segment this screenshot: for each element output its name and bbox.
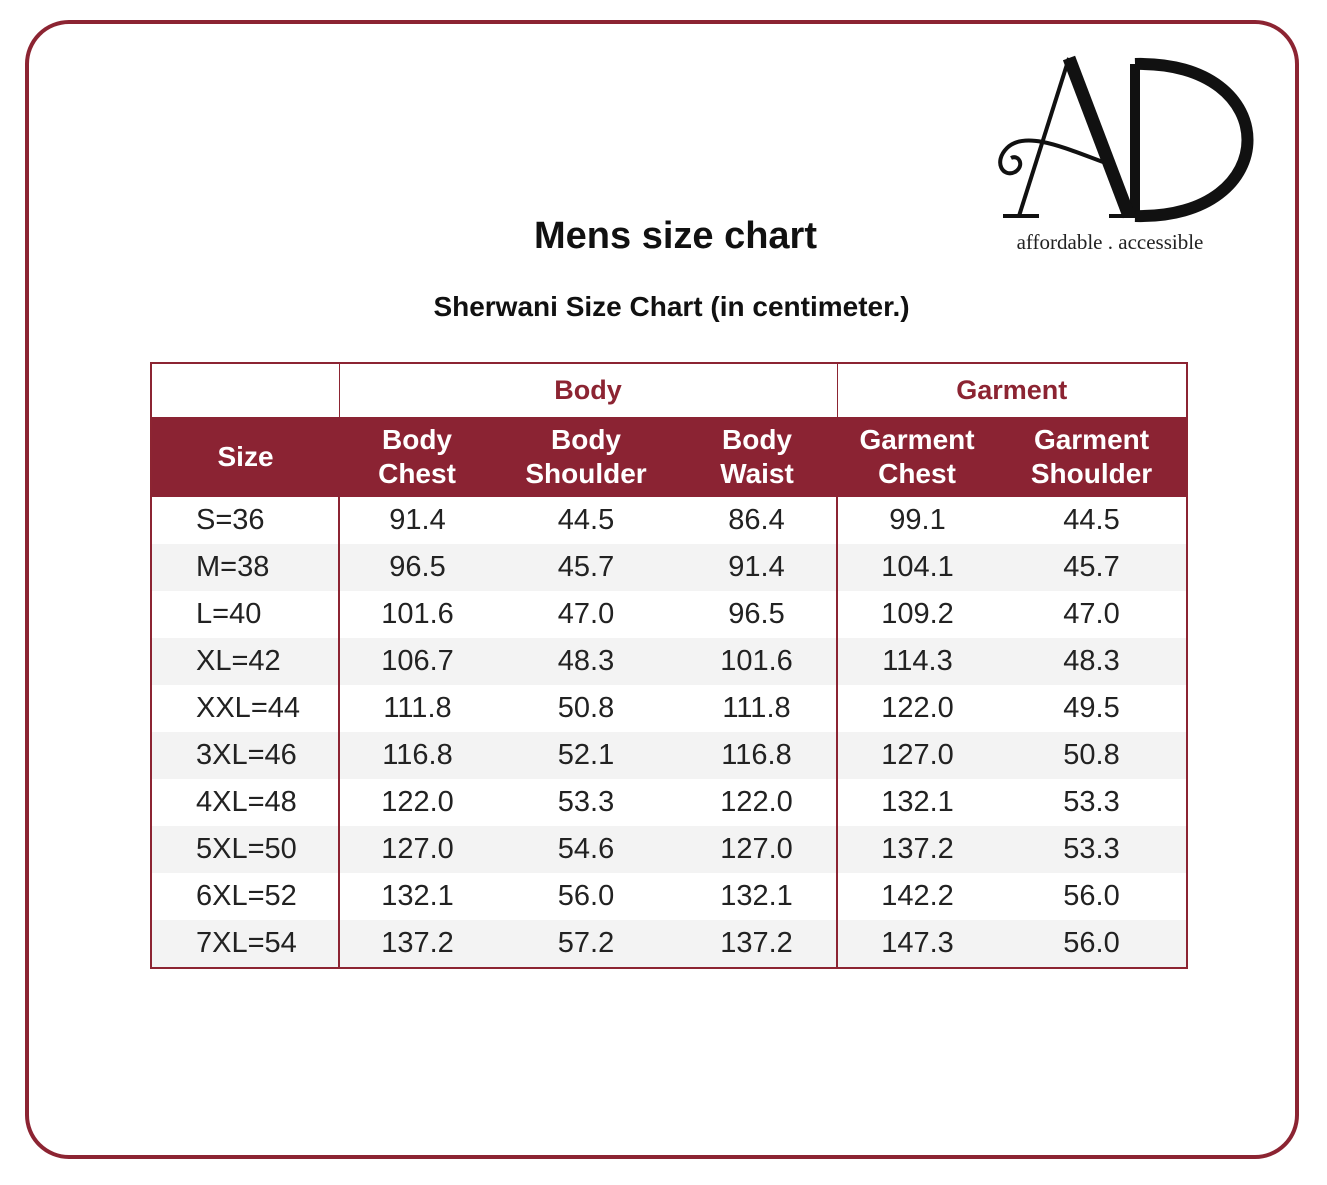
body-waist-cell: 122.0 (677, 779, 838, 826)
body-chest-cell: 132.1 (338, 873, 495, 920)
header-line: Body (722, 424, 792, 455)
body-waist-cell: 101.6 (677, 638, 838, 685)
size-cell: 6XL=52 (151, 873, 339, 920)
table-row: 6XL=52 132.1 56.0 132.1 142.2 56.0 (151, 873, 1188, 920)
brand-tagline: affordable . accessible (1016, 230, 1204, 254)
header-line: Garment (1033, 424, 1150, 455)
garment-shoulder-cell: 53.3 (997, 779, 1188, 826)
size-cell: S=36 (151, 497, 339, 544)
garment-shoulder-cell: 44.5 (997, 497, 1188, 544)
garment-chest-cell: 104.1 (836, 544, 998, 591)
garment-shoulder-cell: 45.7 (997, 544, 1188, 591)
garment-chest-cell: 132.1 (836, 779, 998, 826)
header-line: Shoulder (525, 458, 647, 489)
column-header-body-waist: Body Waist (677, 417, 838, 497)
garment-chest-cell: 127.0 (836, 732, 998, 779)
table-row: 7XL=54 137.2 57.2 137.2 147.3 56.0 (151, 920, 1188, 968)
body-shoulder-cell: 47.0 (495, 591, 677, 638)
group-header-empty (151, 363, 339, 417)
size-table: Body Garment Size Body Chest Body Should… (150, 362, 1189, 969)
column-header-garment-shoulder: Garment Shoulder (997, 417, 1188, 497)
header-line: Body (551, 424, 621, 455)
body-shoulder-cell: 53.3 (495, 779, 677, 826)
garment-chest-cell: 142.2 (836, 873, 998, 920)
garment-shoulder-cell: 47.0 (997, 591, 1188, 638)
size-cell: XL=42 (151, 638, 339, 685)
column-header-size: Size (151, 417, 339, 497)
body-chest-cell: 116.8 (338, 732, 495, 779)
garment-chest-cell: 147.3 (836, 920, 998, 968)
body-chest-cell: 127.0 (338, 826, 495, 873)
body-waist-cell: 96.5 (677, 591, 838, 638)
body-chest-cell: 106.7 (338, 638, 495, 685)
body-chest-cell: 96.5 (338, 544, 495, 591)
header-line: Chest (378, 458, 456, 489)
body-chest-cell: 91.4 (338, 497, 495, 544)
ad-monogram-icon (998, 55, 1254, 223)
body-shoulder-cell: 57.2 (495, 920, 677, 968)
group-header-row: Body Garment (151, 363, 1188, 417)
body-chest-cell: 122.0 (338, 779, 495, 826)
body-waist-cell: 91.4 (677, 544, 838, 591)
size-cell: M=38 (151, 544, 339, 591)
body-waist-cell: 137.2 (677, 920, 838, 968)
size-cell: XXL=44 (151, 685, 339, 732)
body-shoulder-cell: 50.8 (495, 685, 677, 732)
table-row: M=38 96.5 45.7 91.4 104.1 45.7 (151, 544, 1188, 591)
body-waist-cell: 116.8 (677, 732, 838, 779)
body-waist-cell: 111.8 (677, 685, 838, 732)
garment-shoulder-cell: 49.5 (997, 685, 1188, 732)
brand-logo: affordable . accessible (985, 52, 1265, 267)
garment-shoulder-cell: 53.3 (997, 826, 1188, 873)
body-shoulder-cell: 48.3 (495, 638, 677, 685)
body-shoulder-cell: 54.6 (495, 826, 677, 873)
garment-chest-cell: 99.1 (836, 497, 998, 544)
size-cell: 5XL=50 (151, 826, 339, 873)
garment-shoulder-cell: 56.0 (997, 920, 1188, 968)
garment-chest-cell: 114.3 (836, 638, 998, 685)
header-line: Body (382, 424, 452, 455)
column-header-body-shoulder: Body Shoulder (495, 417, 677, 497)
size-cell: 4XL=48 (151, 779, 339, 826)
group-header-body: Body (338, 363, 838, 417)
header-line: Garment (859, 424, 975, 455)
garment-shoulder-cell: 56.0 (997, 873, 1188, 920)
header-line: Chest (878, 458, 956, 489)
table-row: 5XL=50 127.0 54.6 127.0 137.2 53.3 (151, 826, 1188, 873)
garment-chest-cell: 122.0 (836, 685, 998, 732)
column-header-garment-chest: Garment Chest (837, 417, 998, 497)
table-row: XL=42 106.7 48.3 101.6 114.3 48.3 (151, 638, 1188, 685)
chart-subtitle: Sherwani Size Chart (in centimeter.) (433, 291, 910, 322)
body-shoulder-cell: 44.5 (495, 497, 677, 544)
body-chest-cell: 137.2 (338, 920, 495, 968)
body-waist-cell: 127.0 (677, 826, 838, 873)
table-row: 4XL=48 122.0 53.3 122.0 132.1 53.3 (151, 779, 1188, 826)
table-row: 3XL=46 116.8 52.1 116.8 127.0 50.8 (151, 732, 1188, 779)
body-shoulder-cell: 52.1 (495, 732, 677, 779)
body-waist-cell: 132.1 (677, 873, 838, 920)
body-chest-cell: 111.8 (338, 685, 495, 732)
page-title: Mens size chart (534, 215, 817, 257)
garment-shoulder-cell: 50.8 (997, 732, 1188, 779)
table-row: XXL=44 111.8 50.8 111.8 122.0 49.5 (151, 685, 1188, 732)
garment-chest-cell: 137.2 (836, 826, 998, 873)
body-shoulder-cell: 45.7 (495, 544, 677, 591)
header-line: Waist (720, 458, 794, 489)
garment-chest-cell: 109.2 (836, 591, 998, 638)
body-shoulder-cell: 56.0 (495, 873, 677, 920)
body-waist-cell: 86.4 (677, 497, 838, 544)
size-cell: 7XL=54 (151, 920, 339, 968)
column-header-body-chest: Body Chest (339, 417, 495, 497)
group-header-garment: Garment (836, 363, 1188, 417)
column-header-row: Size Body Chest Body Shoulder Body Waist… (151, 417, 1188, 497)
body-chest-cell: 101.6 (338, 591, 495, 638)
header-line: Shoulder (1030, 458, 1153, 489)
size-cell: L=40 (151, 591, 339, 638)
table-row: S=36 91.4 44.5 86.4 99.1 44.5 (151, 497, 1188, 544)
garment-shoulder-cell: 48.3 (997, 638, 1188, 685)
size-cell: 3XL=46 (151, 732, 339, 779)
table-row: L=40 101.6 47.0 96.5 109.2 47.0 (151, 591, 1188, 638)
